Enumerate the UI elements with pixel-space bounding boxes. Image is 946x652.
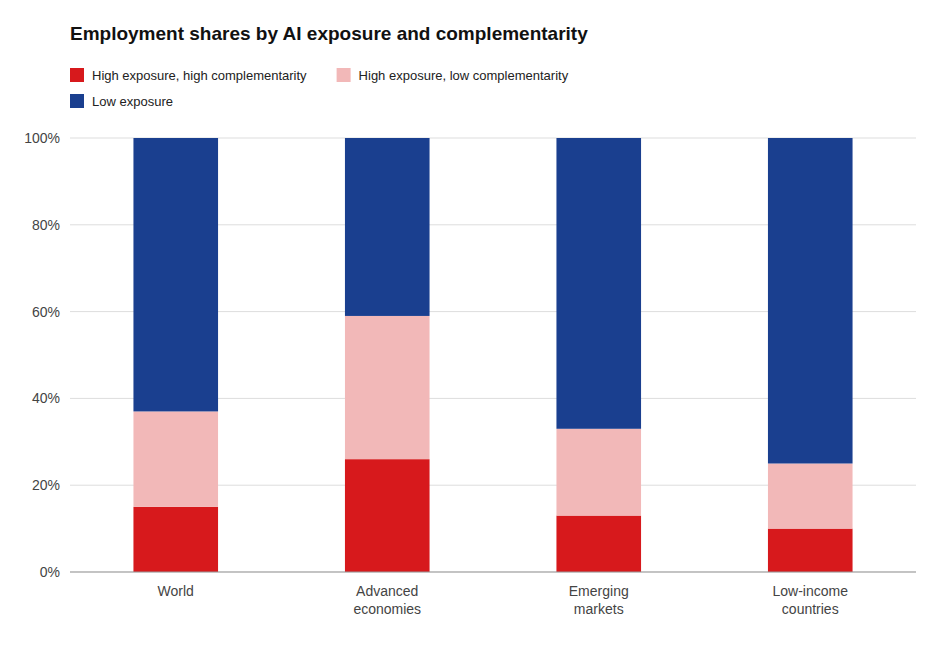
bar-segment [556,138,641,429]
y-tick-label: 0% [40,564,60,580]
x-tick-label: Low-incomecountries [773,583,849,617]
legend-label: Low exposure [92,94,173,109]
legend: High exposure, high complementarity High … [70,68,569,109]
bar-segment [768,529,853,572]
y-tick-label: 60% [32,304,60,320]
grid [70,138,916,572]
x-axis-line [70,572,916,573]
grid-line [70,572,916,573]
x-tick-label: Advancedeconomies [353,583,421,617]
y-tick-label: 80% [32,217,60,233]
legend-item: Low exposure [70,94,173,109]
chart-container: Employment shares by AI exposure and com… [0,0,946,652]
bar-segment [133,138,218,411]
bar-segment [345,138,430,316]
legend-item: High exposure, low complementarity [337,68,569,83]
legend-item: High exposure, high complementarity [70,68,307,83]
title: Employment shares by AI exposure and com… [70,23,588,44]
y-axis: 0% 20% 40% 60% 80% 100% [24,130,60,580]
y-tick-label: 100% [24,130,60,146]
legend-label: High exposure, low complementarity [359,68,569,83]
bar-segment [556,429,641,516]
bar-segment [345,459,430,572]
x-tick-label: Emergingmarkets [569,583,629,617]
legend-swatch [70,94,84,108]
x-axis: World Advancedeconomies Emergingmarkets Low… [70,572,916,617]
legend-swatch [70,68,84,82]
x-tick-label: World [158,583,194,599]
bar-segment [768,464,853,529]
bar-segment [345,316,430,459]
bars [133,138,852,572]
legend-label: High exposure, high complementarity [92,68,307,83]
bar-segment [133,507,218,572]
y-tick-label: 40% [32,390,60,406]
bar-segment [133,411,218,506]
legend-swatch [337,68,351,82]
bar-segment [556,516,641,572]
chart-svg: Employment shares by AI exposure and com… [0,0,946,652]
bar-segment [768,138,853,464]
y-tick-label: 20% [32,477,60,493]
